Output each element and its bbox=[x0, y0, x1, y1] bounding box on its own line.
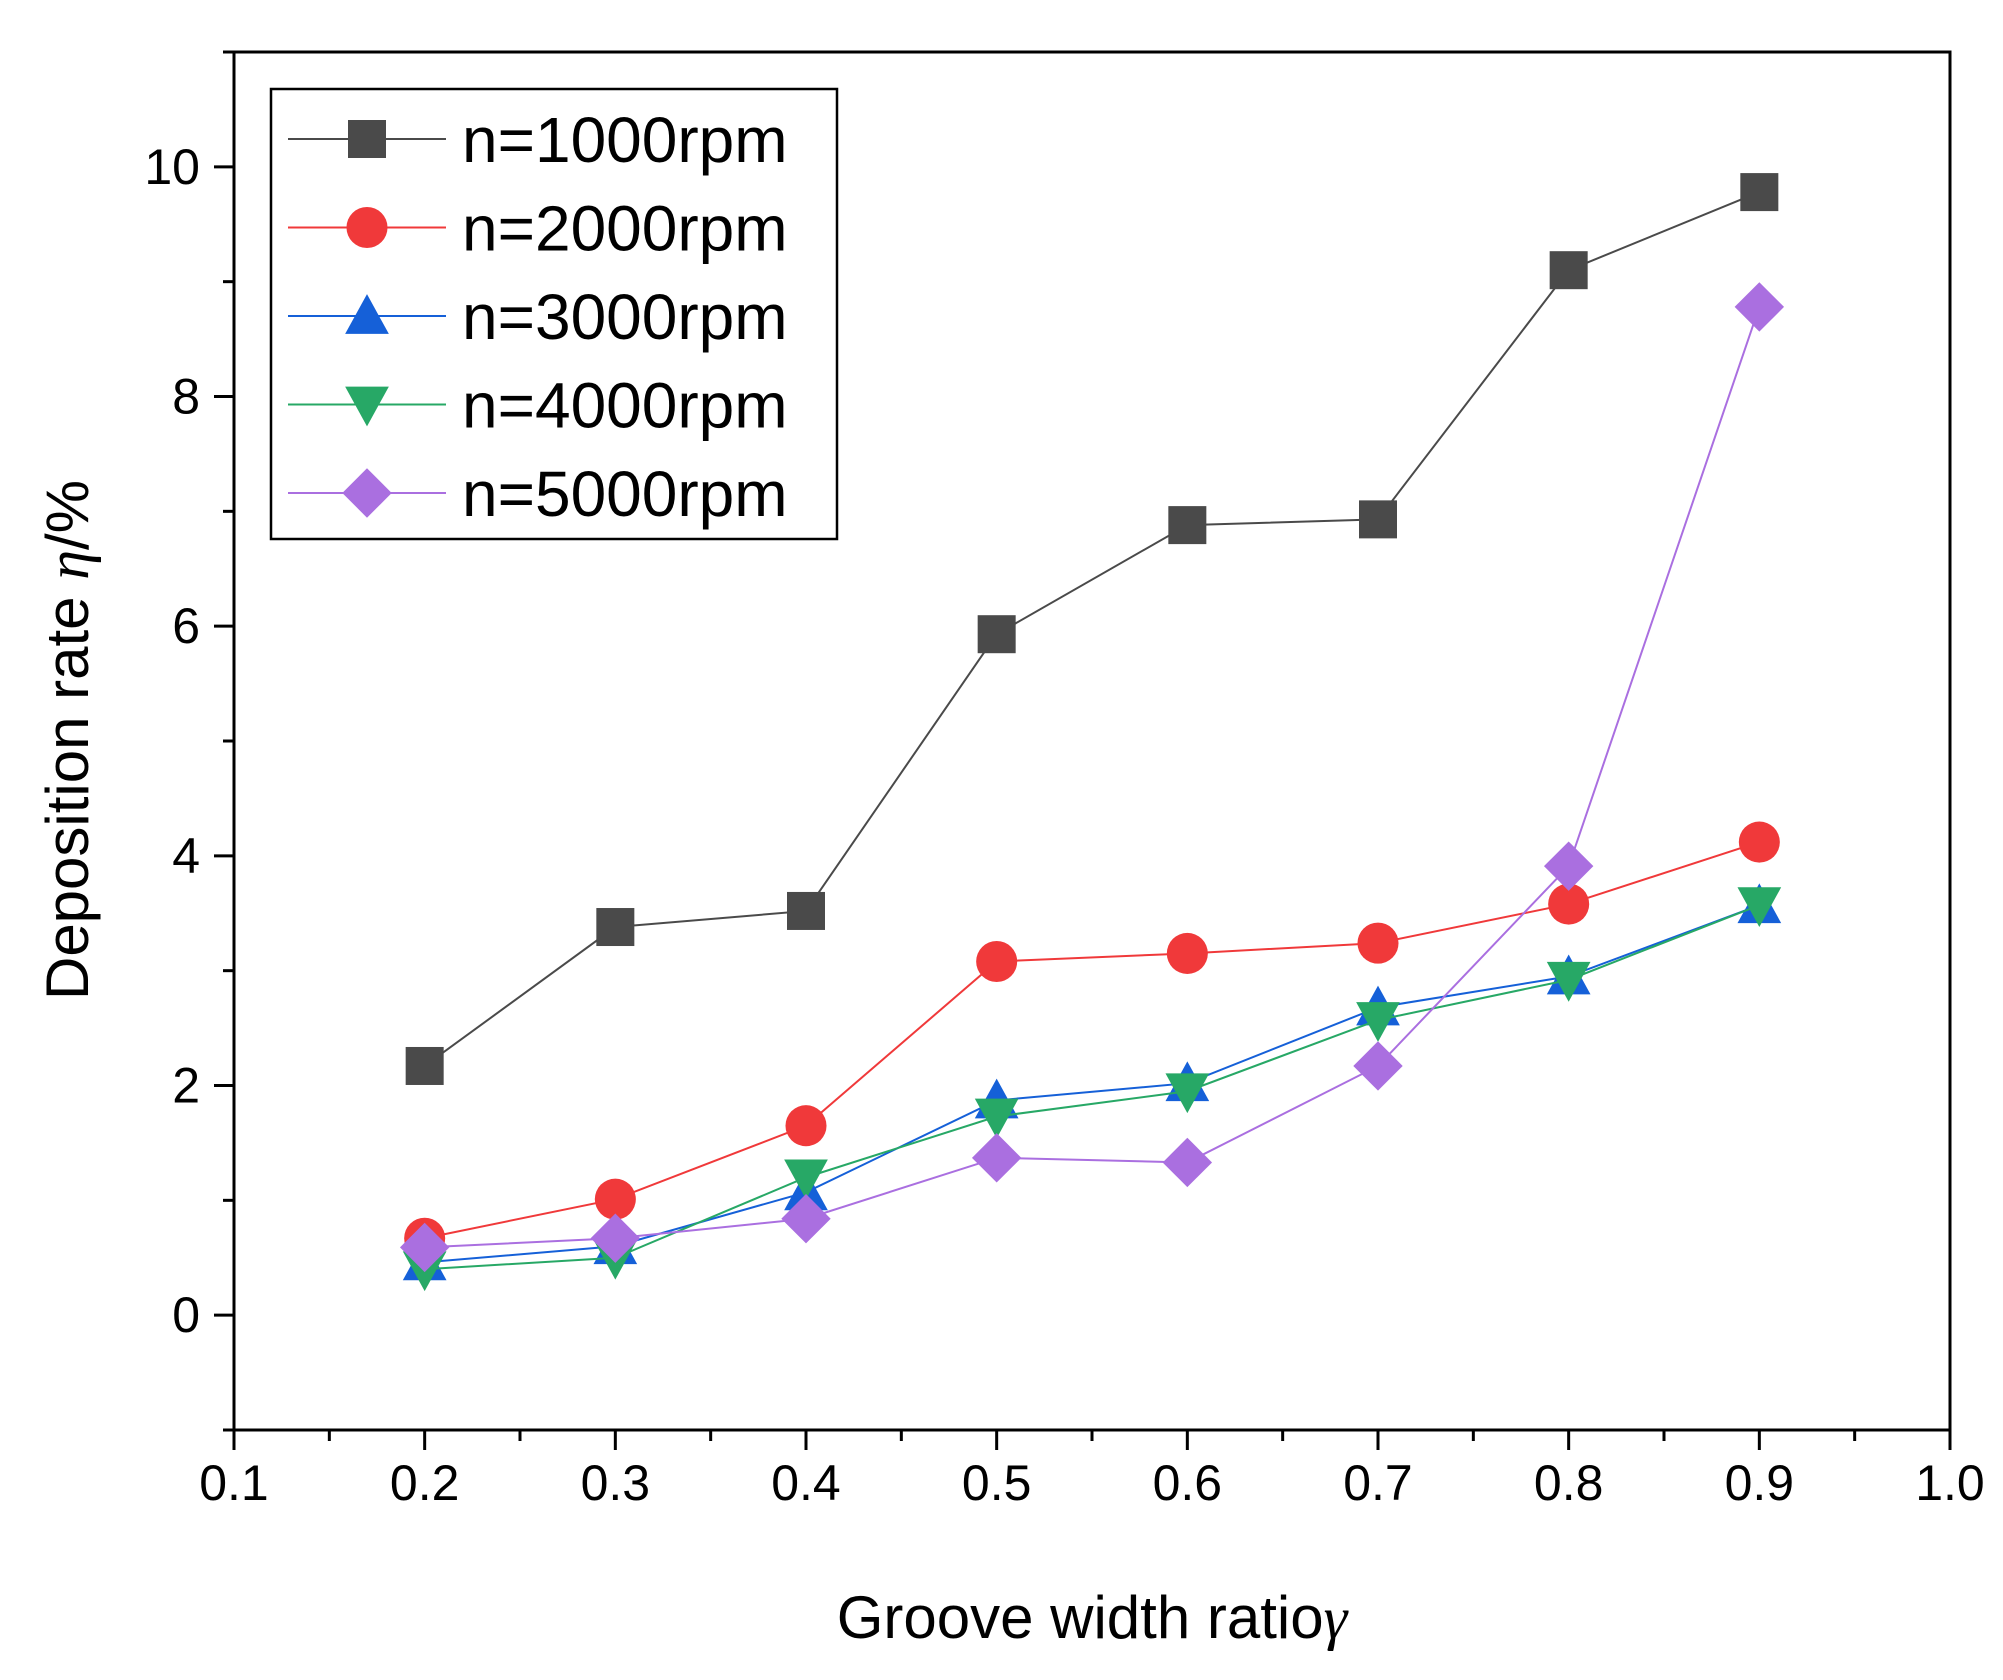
series-n=5000rpm bbox=[399, 282, 1785, 1273]
data-point bbox=[1737, 887, 1782, 928]
data-point bbox=[1738, 821, 1780, 863]
legend-marker bbox=[345, 294, 389, 334]
data-point bbox=[787, 891, 825, 930]
data-point bbox=[1543, 841, 1594, 891]
y-tick-label: 2 bbox=[172, 1058, 200, 1114]
y-axis-title: Deposition rate η/% bbox=[34, 480, 101, 1000]
data-point bbox=[1356, 1002, 1400, 1042]
x-tick-label: 0.9 bbox=[1725, 1455, 1795, 1511]
data-point bbox=[781, 1194, 831, 1244]
data-point bbox=[1548, 883, 1590, 925]
data-point bbox=[590, 1213, 641, 1263]
y-tick-label: 4 bbox=[172, 828, 200, 884]
legend-label: n=2000rpm bbox=[462, 193, 788, 265]
data-point bbox=[785, 1105, 827, 1147]
series-line bbox=[424, 904, 1760, 1271]
data-point bbox=[1165, 1073, 1210, 1114]
data-point bbox=[405, 1046, 444, 1085]
data-point bbox=[1740, 173, 1779, 212]
series-n=1000rpm bbox=[405, 173, 1779, 1085]
x-tick-label: 0.1 bbox=[199, 1455, 269, 1511]
legend-marker bbox=[348, 120, 386, 158]
x-tick-label: 0.6 bbox=[1153, 1455, 1223, 1511]
data-point bbox=[596, 908, 635, 947]
data-point bbox=[1162, 1137, 1213, 1188]
legend-item: n=3000rpm bbox=[288, 281, 788, 353]
data-point bbox=[1166, 932, 1208, 974]
legend-marker bbox=[342, 468, 392, 518]
x-tick-label: 0.3 bbox=[581, 1455, 651, 1511]
y-axis-unit: /% bbox=[34, 480, 101, 550]
x-tick-label: 0.5 bbox=[962, 1455, 1032, 1511]
data-point bbox=[971, 1133, 1022, 1183]
data-point bbox=[1734, 282, 1785, 332]
legend-label: n=3000rpm bbox=[462, 281, 788, 353]
x-tick-label: 0.4 bbox=[771, 1455, 841, 1511]
data-point bbox=[1168, 506, 1207, 545]
data-point bbox=[1546, 961, 1591, 1002]
data-point bbox=[784, 1159, 828, 1200]
legend-item: n=4000rpm bbox=[288, 370, 788, 442]
series-layer bbox=[399, 173, 1785, 1292]
legend-label: n=1000rpm bbox=[462, 104, 788, 176]
series-line bbox=[424, 904, 1760, 1264]
x-axis-symbol: γ bbox=[1324, 1585, 1349, 1651]
legend-label: n=5000rpm bbox=[462, 458, 788, 530]
y-axis-symbol: η bbox=[35, 550, 101, 580]
legend-marker bbox=[346, 206, 388, 249]
legend-label: n=4000rpm bbox=[462, 370, 788, 442]
y-tick-label: 0 bbox=[172, 1287, 200, 1343]
y-tick-label: 10 bbox=[144, 139, 200, 195]
y-tick-label: 6 bbox=[172, 598, 200, 654]
data-point bbox=[1359, 500, 1397, 539]
x-tick-label: 0.7 bbox=[1343, 1455, 1413, 1511]
data-point bbox=[594, 1178, 636, 1220]
data-point bbox=[1353, 1041, 1403, 1091]
x-tick-label: 0.2 bbox=[390, 1455, 460, 1511]
series-n=2000rpm bbox=[404, 821, 1780, 1259]
x-tick-label: 1.0 bbox=[1915, 1455, 1985, 1511]
data-point bbox=[1357, 922, 1399, 964]
legend-marker bbox=[345, 386, 389, 427]
legend: n=1000rpm n=2000rpm n=3000rpm n=4000rpm n=50… bbox=[269, 87, 839, 541]
y-tick-label: 8 bbox=[172, 369, 200, 425]
legend-item: n=1000rpm bbox=[288, 104, 788, 176]
series-line bbox=[424, 191, 1760, 1067]
data-point bbox=[977, 615, 1016, 654]
legend-item: n=5000rpm bbox=[288, 458, 788, 530]
series-line bbox=[424, 841, 1760, 1240]
data-point bbox=[974, 1098, 1019, 1139]
data-point bbox=[399, 1222, 450, 1273]
legend-item: n=2000rpm bbox=[288, 193, 788, 265]
data-point bbox=[976, 940, 1018, 982]
x-axis-title: Groove width ratioγ bbox=[837, 1584, 1349, 1651]
axes: 0.1 0.2 0.3 0.4 0.5 0.6 0.7 0.8 0.9 1.0 0 2 4 6 8 10 bbox=[144, 50, 1985, 1511]
x-tick-label: 0.8 bbox=[1534, 1455, 1604, 1511]
data-point bbox=[1549, 251, 1588, 290]
series-line bbox=[424, 306, 1761, 1249]
